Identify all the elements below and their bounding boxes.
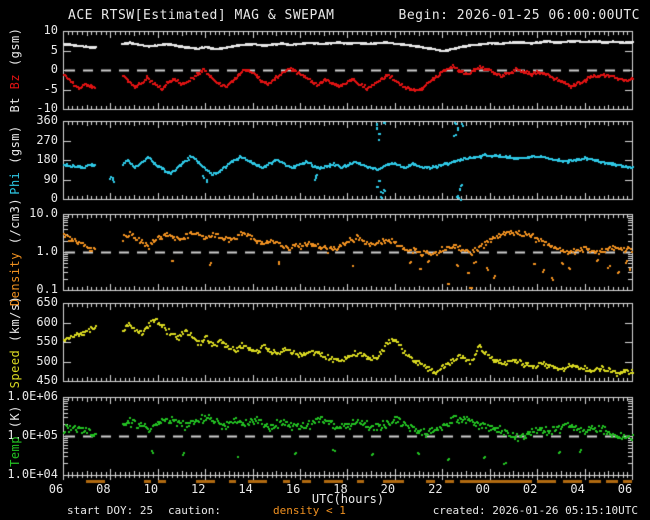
y-axis-label-part: (km/s): [8, 295, 22, 350]
x-tick-label: 10: [143, 482, 159, 496]
y-axis-label-part: (/cm3): [8, 197, 22, 252]
y-axis-label-part: (gsm): [8, 27, 22, 74]
footer-caution-value: density < 1: [273, 504, 346, 517]
y-axis-label-part: Phi: [8, 171, 22, 195]
chart-title: ACE RTSW[Estimated] MAG & SWEPAM: [68, 8, 335, 23]
y-axis-label-temp: Temp (K): [8, 405, 22, 467]
x-axis-label: UTC(hours): [311, 492, 385, 506]
y-axis-label-part: Bz: [8, 73, 22, 90]
x-tick-label: 16: [285, 482, 301, 496]
y-axis-label-part: (gsm): [8, 125, 22, 172]
begin-timestamp: Begin: 2026-01-25 06:00:00UTC: [398, 8, 640, 23]
x-tick-label: 04: [570, 482, 585, 496]
y-tick-label: 1.0: [36, 244, 58, 258]
y-tick-label: 180: [36, 152, 58, 166]
x-tick-label: 06: [48, 482, 64, 496]
x-tick-label: 08: [96, 482, 111, 496]
x-tick-label: 00: [475, 482, 490, 496]
y-tick-label: 10.0: [29, 206, 58, 220]
y-tick-label: 5: [50, 42, 58, 57]
y-tick-label: 500: [36, 353, 58, 368]
y-tick-label: 10: [43, 23, 58, 37]
x-tick-label: 20: [380, 482, 396, 496]
y-axis-label-phi: Phi (gsm): [8, 125, 22, 195]
y-tick-label: 0: [50, 191, 58, 205]
x-tick-label: 12: [191, 482, 206, 496]
footer-start-doy: start DOY: 25: [67, 504, 154, 517]
y-tick-label: 0: [50, 62, 58, 76]
y-axis-label-density: Density (/cm3): [8, 198, 22, 306]
y-axis-label-part: Speed: [8, 349, 22, 389]
y-tick-label: 650: [36, 295, 58, 309]
y-tick-label: -10: [36, 101, 58, 115]
y-tick-label: 360: [36, 113, 58, 127]
x-tick-label: 22: [428, 482, 443, 496]
y-tick-label: 1.0E+04: [7, 467, 58, 481]
y-tick-label: 1.0E+06: [7, 389, 58, 403]
y-tick-label: 550: [36, 334, 58, 348]
y-axis-label-part: (K): [8, 405, 22, 436]
footer-created-timestamp: created: 2026-01-26 05:15:10UTC: [432, 504, 638, 517]
x-tick-label: 14: [238, 482, 253, 496]
y-tick-label: 600: [36, 314, 58, 329]
footer-caution-label: caution:: [168, 504, 221, 517]
y-tick-label: 270: [36, 132, 58, 147]
x-tick-label: 02: [522, 482, 538, 496]
y-axis-label-bt-bz: Bt Bz (gsm): [8, 28, 22, 113]
y-tick-label: 0.1: [36, 282, 58, 296]
y-axis-label-part: Temp: [8, 436, 22, 467]
y-tick-label: 90: [43, 171, 58, 186]
y-tick-label: 1.0E+05: [7, 428, 58, 442]
y-axis-label-part: Bt: [8, 89, 22, 113]
y-axis-label-speed: Speed (km/s): [8, 296, 22, 389]
x-tick-label: 06: [617, 482, 633, 496]
y-tick-label: -5: [43, 81, 58, 96]
x-tick-label: 18: [333, 482, 348, 496]
y-tick-label: 450: [36, 373, 58, 387]
